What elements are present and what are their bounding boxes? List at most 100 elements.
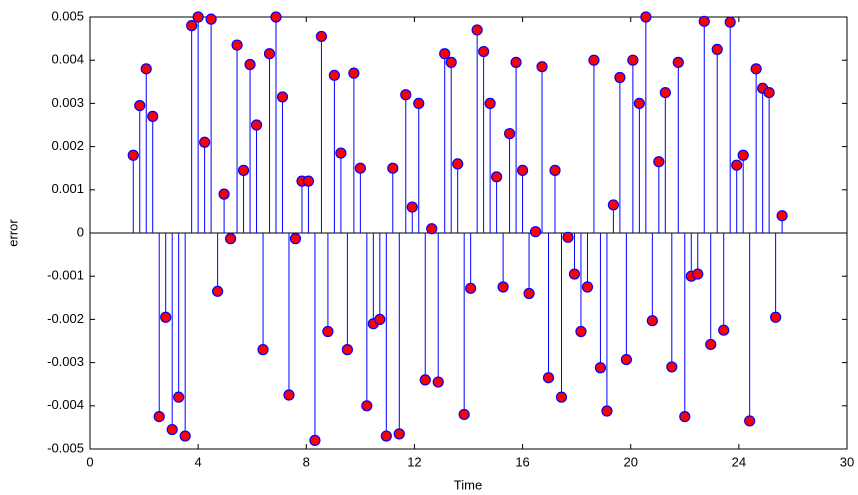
stem-marker: [231, 39, 243, 51]
stem-marker: [718, 324, 730, 336]
stem-marker: [400, 89, 412, 101]
stem-marker: [393, 428, 405, 440]
stem-marker: [744, 415, 756, 427]
stem-marker: [698, 15, 710, 27]
stem-marker: [627, 54, 639, 66]
x-tick-label: 0: [86, 454, 93, 469]
stem-marker: [406, 201, 418, 213]
y-tick-label: -0.002: [47, 311, 84, 326]
stem-marker: [750, 63, 762, 75]
stem-marker: [555, 391, 568, 403]
stem-marker: [666, 361, 678, 373]
y-tick-label: 0.001: [51, 181, 84, 196]
stem-marker: [348, 67, 360, 79]
stem-marker: [192, 11, 204, 23]
stem-marker: [653, 156, 665, 168]
y-tick-label: 0.004: [51, 52, 84, 67]
stem-marker: [127, 149, 139, 161]
stem-marker: [478, 45, 490, 58]
stem-marker: [549, 164, 561, 176]
stem-marker: [199, 136, 211, 148]
stem-marker: [491, 171, 503, 183]
stem-marker: [419, 374, 431, 386]
stem-marker: [257, 344, 269, 356]
stem-marker: [763, 86, 775, 99]
stem-marker: [620, 353, 632, 366]
stem-marker: [705, 338, 717, 351]
stem-marker: [374, 313, 386, 325]
x-tick-label: 4: [195, 454, 202, 469]
stem-marker: [731, 159, 743, 171]
stem-marker: [328, 69, 341, 81]
stem-marker: [380, 430, 392, 442]
stem-marker: [186, 20, 198, 32]
stem-marker: [302, 175, 315, 187]
x-tick-label: 24: [732, 454, 746, 469]
stem-marker: [601, 405, 613, 417]
stem-marker: [614, 71, 626, 84]
stem-marker: [607, 199, 620, 211]
stem-marker: [588, 54, 600, 66]
y-tick-label: -0.001: [47, 268, 84, 283]
y-tick-label: -0.003: [47, 354, 84, 369]
stem-marker: [250, 119, 263, 131]
stem-marker: [179, 430, 191, 442]
y-tick-label: 0.003: [51, 95, 84, 110]
stem-marker: [166, 423, 178, 436]
stem-marker: [770, 311, 782, 323]
y-tick-label: 0.002: [51, 138, 84, 153]
stem-marker: [322, 325, 334, 338]
stem-marker: [594, 362, 607, 374]
x-tick-label: 16: [515, 454, 529, 469]
stem-marker: [452, 158, 464, 170]
stem-marker: [147, 110, 159, 122]
stem-marker: [153, 411, 165, 423]
stem-marker: [432, 376, 444, 388]
stem-marker: [354, 162, 366, 174]
x-tick-label: 8: [303, 454, 310, 469]
y-tick-label: 0: [77, 224, 84, 239]
stem-marker: [523, 287, 535, 300]
stem-marker: [439, 48, 451, 60]
stem-marker: [633, 97, 645, 110]
stem-marker: [335, 147, 347, 159]
stem-marker: [562, 231, 574, 243]
stem-marker: [536, 61, 548, 73]
x-axis-label: Time: [454, 477, 482, 492]
x-tick-label: 30: [840, 454, 854, 469]
stem-marker: [711, 43, 723, 56]
stem-marker: [516, 164, 529, 176]
stem-marker: [289, 233, 302, 245]
stem-marker: [640, 11, 652, 23]
stem-marker: [309, 434, 321, 446]
stem-marker: [212, 285, 224, 297]
stem-marker: [263, 48, 276, 60]
stem-marker: [581, 281, 594, 293]
stem-marker: [270, 11, 282, 23]
stem-marker: [341, 344, 353, 356]
stem-marker: [646, 315, 658, 327]
stem-marker: [692, 268, 704, 280]
stem-marker: [503, 128, 516, 140]
stem-marker: [458, 408, 470, 421]
y-axis-label: error: [5, 219, 20, 247]
stem-marker: [276, 91, 289, 103]
y-tick-label: 0.005: [51, 8, 84, 23]
stem-marker: [134, 99, 146, 112]
stem-marker: [445, 56, 457, 68]
stem-marker: [426, 223, 438, 235]
x-tick-label: 12: [407, 454, 421, 469]
stem-marker: [497, 281, 509, 293]
stem-marker: [679, 411, 691, 423]
x-tick-label: 20: [623, 454, 637, 469]
y-tick-label: -0.005: [47, 440, 84, 455]
stem-marker: [672, 56, 684, 68]
stem-marker: [413, 97, 425, 110]
stem-marker: [140, 63, 152, 75]
stem-marker: [244, 58, 256, 71]
stem-marker: [510, 56, 522, 68]
stem-marker: [160, 311, 172, 323]
stem-marker: [205, 13, 217, 25]
stem-marker: [724, 16, 736, 28]
